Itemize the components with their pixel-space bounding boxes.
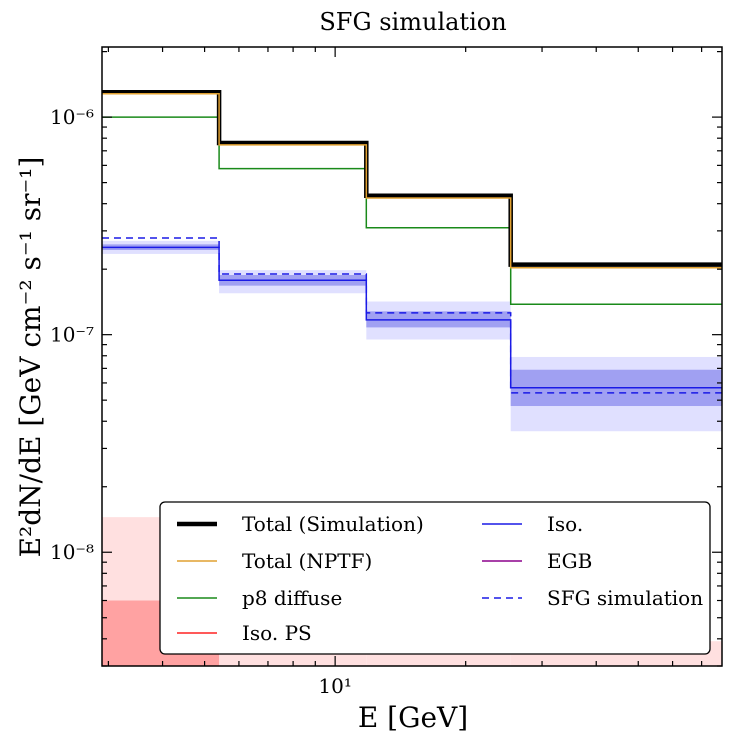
- y-tick-label: 10⁻⁶: [50, 105, 94, 129]
- p8-diffuse-line: [102, 116, 722, 305]
- total-simulation-line: [102, 90, 722, 267]
- y-tick-label: 10⁻⁸: [50, 540, 94, 564]
- legend-label-total-simulation: Total (Simulation): [242, 512, 424, 536]
- sfg-simulation-line: [102, 237, 722, 394]
- legend-label-total-nptf: Total (NPTF): [242, 549, 372, 573]
- legend-label-sfg-simulation: SFG simulation: [547, 586, 703, 610]
- legend-label-iso: Iso.: [547, 512, 583, 536]
- plot-frame: [101, 46, 723, 667]
- y-tick-label: 10⁻⁷: [50, 323, 94, 347]
- x-tick-label: 10¹: [318, 674, 351, 698]
- legend-box: [159, 501, 711, 655]
- x-axis-label: E [GeV]: [358, 701, 468, 734]
- legend-label-egb: EGB: [547, 549, 592, 573]
- legend: Total (Simulation) Total (NPTF) p8 diffuse…: [159, 501, 711, 655]
- y-axis-label: E²dN/dE [GeV cm⁻² s⁻¹ sr⁻¹]: [14, 157, 47, 558]
- legend-label-p8-diffuse: p8 diffuse: [242, 586, 342, 610]
- legend-label-iso-ps: Iso. PS: [242, 621, 312, 645]
- total-nptf-line: [102, 93, 722, 269]
- chart-title: SFG simulation: [319, 8, 506, 36]
